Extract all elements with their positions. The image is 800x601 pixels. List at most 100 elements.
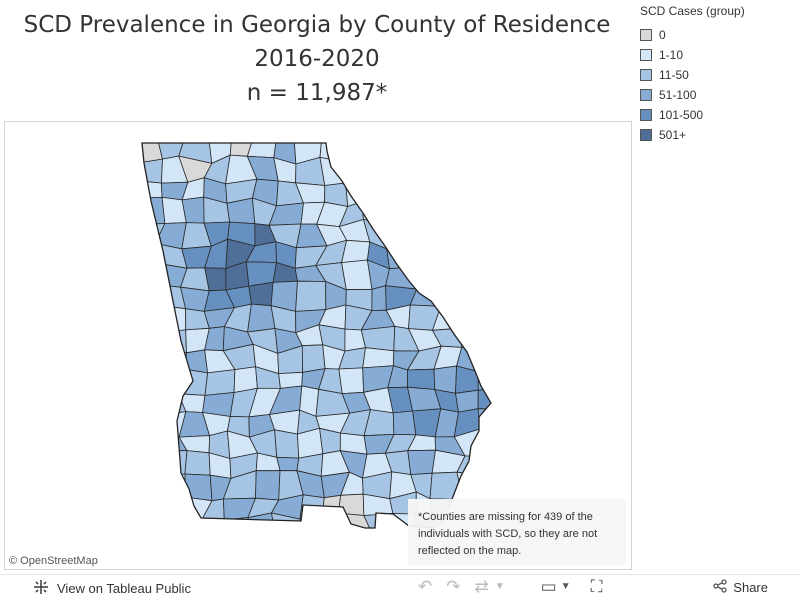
county-region[interactable] bbox=[460, 260, 480, 290]
county-region[interactable] bbox=[158, 450, 188, 478]
county-region[interactable] bbox=[155, 473, 187, 498]
county-region[interactable] bbox=[134, 450, 162, 478]
county-region[interactable] bbox=[410, 138, 434, 164]
county-region[interactable] bbox=[135, 158, 163, 184]
county-region[interactable] bbox=[478, 197, 511, 227]
county-region[interactable] bbox=[433, 246, 465, 266]
county-region[interactable] bbox=[181, 196, 205, 224]
revert-icon[interactable]: ⇄ bbox=[474, 577, 489, 596]
county-region[interactable] bbox=[255, 470, 281, 501]
county-region[interactable] bbox=[341, 259, 373, 291]
county-region[interactable] bbox=[384, 220, 419, 250]
county-region[interactable] bbox=[455, 156, 482, 183]
county-region[interactable] bbox=[479, 428, 510, 458]
county-region[interactable] bbox=[360, 325, 396, 352]
download-dropdown-icon[interactable]: ▼ bbox=[560, 581, 571, 592]
county-region[interactable] bbox=[134, 262, 160, 286]
county-region[interactable] bbox=[431, 303, 462, 331]
county-region[interactable] bbox=[371, 285, 387, 311]
county-region[interactable] bbox=[386, 239, 419, 270]
county-region[interactable] bbox=[453, 197, 486, 224]
county-region[interactable] bbox=[247, 303, 276, 333]
county-region[interactable] bbox=[296, 427, 324, 459]
county-region[interactable] bbox=[392, 181, 418, 201]
county-region[interactable] bbox=[133, 428, 162, 453]
county-region[interactable] bbox=[133, 349, 164, 369]
county-region[interactable] bbox=[478, 305, 505, 329]
legend-item[interactable]: 101-500 bbox=[640, 105, 795, 125]
county-region[interactable] bbox=[134, 367, 165, 395]
county-region[interactable] bbox=[409, 181, 435, 207]
map-attribution[interactable]: © OpenStreetMap bbox=[9, 555, 98, 567]
county-region[interactable] bbox=[154, 495, 187, 516]
county-region[interactable] bbox=[276, 456, 300, 472]
county-region[interactable] bbox=[475, 262, 506, 286]
county-region[interactable] bbox=[132, 393, 165, 417]
share-button[interactable]: Share bbox=[713, 579, 768, 596]
download-icon[interactable]: ▭ bbox=[540, 577, 557, 596]
county-region[interactable] bbox=[383, 198, 417, 223]
county-region[interactable] bbox=[200, 519, 234, 537]
county-region[interactable] bbox=[134, 514, 158, 541]
county-region[interactable] bbox=[138, 136, 163, 164]
legend-item[interactable]: 1-10 bbox=[640, 45, 795, 65]
county-region[interactable] bbox=[134, 242, 157, 268]
county-region[interactable] bbox=[452, 221, 485, 249]
county-region[interactable] bbox=[162, 367, 187, 395]
county-region[interactable] bbox=[177, 368, 209, 396]
county-region[interactable] bbox=[433, 202, 463, 224]
county-region[interactable] bbox=[430, 175, 463, 206]
county-region[interactable] bbox=[392, 410, 417, 436]
county-region[interactable] bbox=[246, 138, 277, 159]
county-region[interactable] bbox=[455, 141, 481, 163]
county-region[interactable] bbox=[386, 138, 420, 165]
county-region[interactable] bbox=[184, 473, 213, 502]
county-region[interactable] bbox=[477, 365, 504, 391]
county-region[interactable] bbox=[134, 283, 160, 306]
county-region[interactable] bbox=[133, 331, 159, 352]
county-region[interactable] bbox=[132, 409, 159, 433]
county-region[interactable] bbox=[477, 346, 502, 373]
legend-item[interactable]: 51-100 bbox=[640, 85, 795, 105]
county-region[interactable] bbox=[295, 280, 327, 312]
redo-icon[interactable]: ↷ bbox=[446, 577, 461, 596]
county-region[interactable] bbox=[455, 389, 479, 413]
legend-item[interactable]: 0 bbox=[640, 25, 795, 45]
county-region[interactable] bbox=[301, 344, 326, 373]
county-region[interactable] bbox=[456, 283, 480, 307]
county-region[interactable] bbox=[341, 239, 371, 264]
county-region[interactable] bbox=[477, 386, 509, 410]
county-region[interactable] bbox=[461, 175, 486, 204]
county-region[interactable] bbox=[456, 303, 486, 329]
county-region[interactable] bbox=[185, 349, 209, 374]
county-region[interactable] bbox=[482, 475, 505, 493]
county-region[interactable] bbox=[407, 449, 436, 476]
dropdown-arrow-icon[interactable]: ▼ bbox=[494, 581, 505, 592]
county-region[interactable] bbox=[321, 494, 342, 516]
county-region[interactable] bbox=[484, 323, 505, 351]
county-region[interactable] bbox=[363, 155, 394, 187]
county-region[interactable] bbox=[338, 367, 365, 395]
county-region[interactable] bbox=[482, 452, 508, 479]
county-region[interactable] bbox=[407, 368, 436, 390]
county-region[interactable] bbox=[274, 429, 300, 459]
county-region[interactable] bbox=[433, 365, 458, 394]
county-region[interactable] bbox=[361, 182, 397, 203]
county-region[interactable] bbox=[154, 512, 185, 542]
map-panel[interactable]: © OpenStreetMap *Counties are missing fo… bbox=[4, 121, 632, 570]
county-region[interactable] bbox=[452, 240, 485, 264]
county-region[interactable] bbox=[363, 513, 394, 534]
county-region[interactable] bbox=[154, 304, 187, 334]
county-region[interactable] bbox=[386, 161, 419, 187]
county-region[interactable] bbox=[134, 471, 160, 497]
county-region[interactable] bbox=[362, 347, 395, 369]
county-region[interactable] bbox=[430, 260, 465, 290]
county-region[interactable] bbox=[430, 161, 463, 183]
county-region[interactable] bbox=[433, 219, 455, 249]
county-region[interactable] bbox=[135, 494, 156, 520]
county-region[interactable] bbox=[477, 156, 510, 183]
county-region[interactable] bbox=[153, 350, 187, 370]
county-region[interactable] bbox=[460, 323, 486, 351]
county-region[interactable] bbox=[478, 240, 507, 266]
county-region[interactable] bbox=[415, 219, 443, 248]
